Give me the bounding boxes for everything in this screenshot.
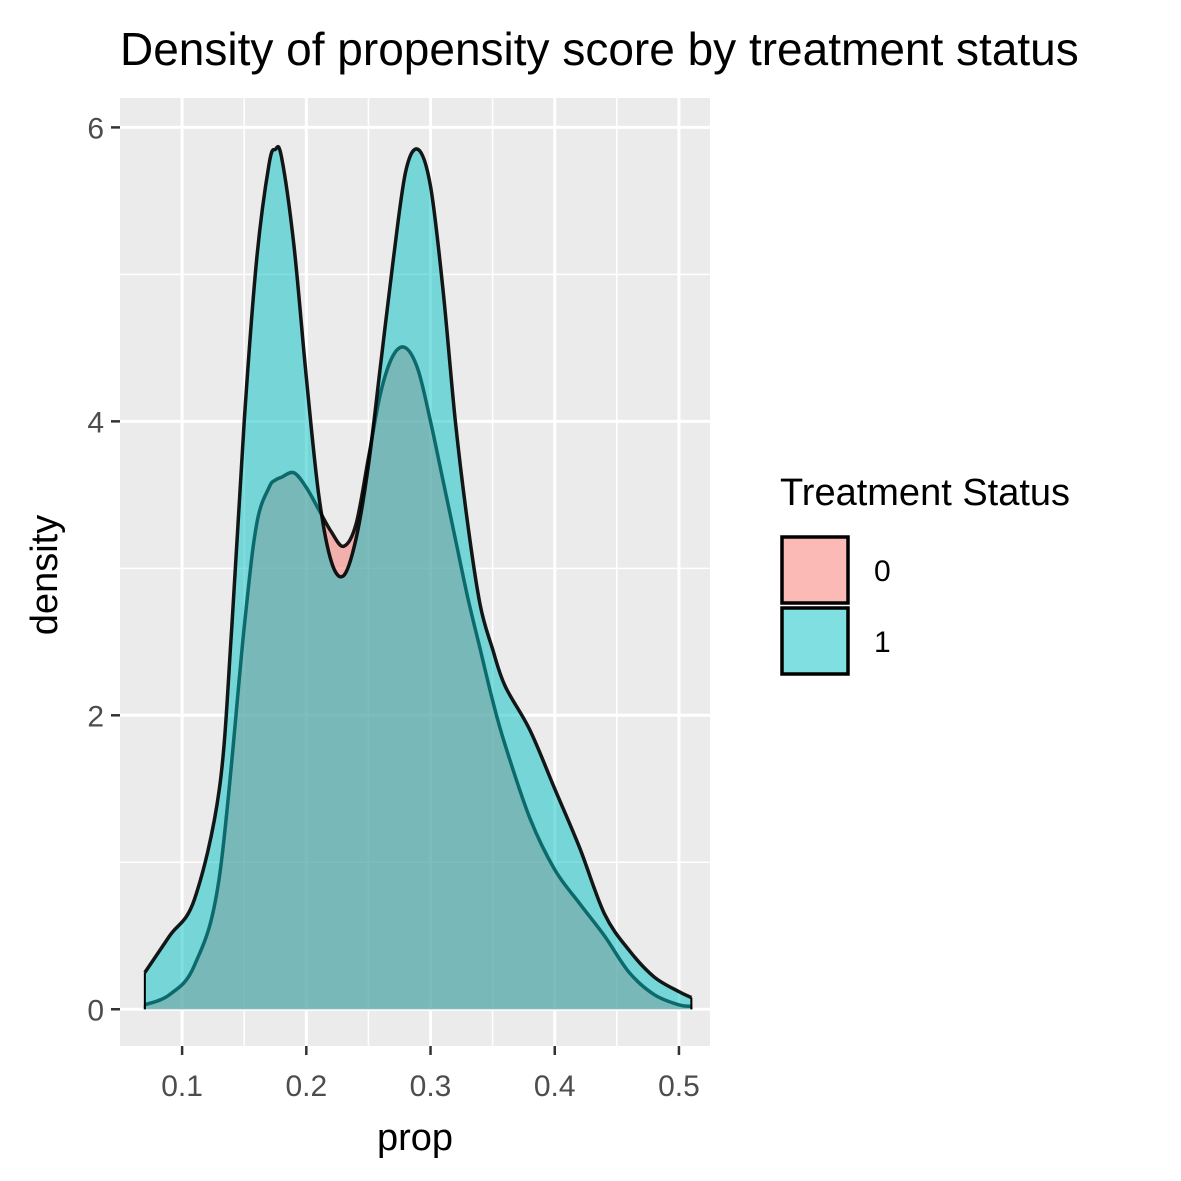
legend-title: Treatment Status <box>780 472 1070 514</box>
legend-key-0 <box>780 535 850 605</box>
series-layer <box>143 144 693 1010</box>
chart-title: Density of propensity score by treatment… <box>120 23 1079 75</box>
legend-label-1: 1 <box>874 626 891 659</box>
y-tick-label-3: 6 <box>87 112 104 145</box>
legend: Treatment Status 01 <box>780 472 1070 676</box>
legend-key-1 <box>780 606 850 676</box>
x-tick-label-1: 0.2 <box>285 1070 327 1103</box>
y-axis-title: density <box>24 515 66 635</box>
x-tick-label-0: 0.1 <box>161 1070 203 1103</box>
x-tick-label-3: 0.4 <box>534 1070 576 1103</box>
y-tick-label-1: 2 <box>87 700 104 733</box>
y-tick-label-0: 0 <box>87 994 104 1027</box>
x-tick-label-4: 0.5 <box>658 1070 700 1103</box>
x-axis: 0.1 0.2 0.3 0.4 0.5 <box>161 1046 700 1103</box>
density-area-series-1 <box>144 146 692 1010</box>
density-line-series-1 <box>143 144 693 1000</box>
y-axis: 0 2 4 6 <box>87 112 120 1027</box>
y-tick-label-2: 4 <box>87 406 104 439</box>
x-axis-title: prop <box>377 1117 453 1159</box>
x-tick-label-2: 0.3 <box>410 1070 452 1103</box>
legend-label-0: 0 <box>874 555 891 588</box>
legend-items: 01 <box>780 535 891 676</box>
